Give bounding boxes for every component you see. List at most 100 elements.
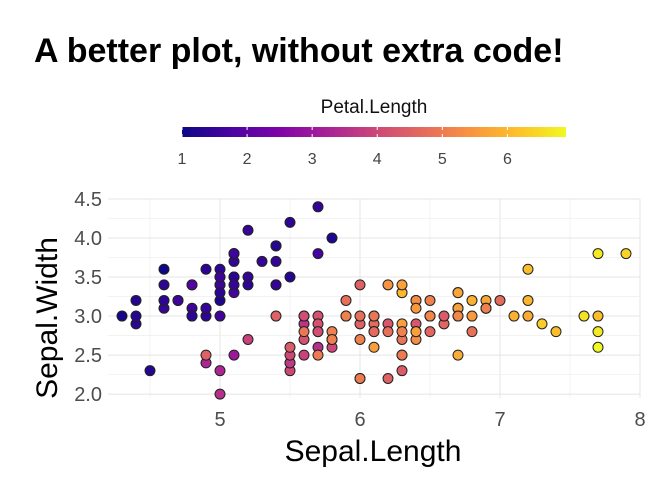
data-point	[466, 294, 478, 306]
data-point	[186, 279, 198, 291]
data-point	[200, 263, 212, 275]
data-point	[550, 326, 562, 338]
data-point	[214, 287, 226, 299]
data-point	[200, 349, 212, 361]
data-point	[522, 310, 534, 322]
data-point	[270, 279, 282, 291]
data-point	[158, 279, 170, 291]
chart-title: A better plot, without extra code!	[34, 32, 564, 70]
data-point	[424, 326, 436, 338]
data-point	[298, 326, 310, 338]
legend-title: Petal.Length	[321, 97, 428, 118]
legend-tick-label: 2	[243, 151, 252, 168]
data-point	[186, 310, 198, 322]
data-point	[312, 201, 324, 213]
data-point	[522, 263, 534, 275]
data-point	[536, 318, 548, 330]
colorbar-legend: Petal.Length 1 2 3 4 5 6	[178, 97, 566, 168]
data-point	[368, 326, 380, 338]
data-point	[410, 326, 422, 338]
data-point	[130, 310, 142, 322]
data-point	[298, 349, 310, 361]
data-point	[172, 294, 184, 306]
data-point	[200, 302, 212, 314]
data-point	[214, 365, 226, 377]
data-point	[312, 248, 324, 260]
data-point	[452, 349, 464, 361]
data-point	[396, 365, 408, 377]
data-point	[144, 365, 156, 377]
data-point	[592, 326, 604, 338]
y-tick-label: 4.5	[74, 189, 102, 211]
data-point	[466, 326, 478, 338]
data-point	[270, 310, 282, 322]
data-point	[116, 310, 128, 322]
data-point	[242, 224, 254, 236]
data-point	[592, 341, 604, 353]
data-point	[284, 271, 296, 283]
data-point	[396, 349, 408, 361]
data-point	[396, 279, 408, 291]
data-point	[354, 279, 366, 291]
y-tick-label: 4.0	[74, 228, 102, 250]
data-point	[424, 310, 436, 322]
data-point	[620, 248, 632, 260]
data-point	[354, 310, 366, 322]
data-point	[592, 248, 604, 260]
data-point	[354, 333, 366, 345]
legend-tick-label: 1	[178, 151, 187, 168]
data-point	[284, 216, 296, 228]
data-point	[340, 294, 352, 306]
data-point	[438, 310, 450, 322]
data-point	[270, 255, 282, 267]
x-tick-label: 7	[494, 409, 505, 431]
x-tick-label: 8	[634, 409, 645, 431]
data-point	[368, 341, 380, 353]
data-point	[578, 310, 590, 322]
data-point	[522, 294, 534, 306]
colorbar	[182, 127, 566, 137]
plot-grid	[108, 198, 641, 398]
y-axis-ticks: 2.0 2.5 3.0 3.5 4.0 4.5	[74, 189, 102, 406]
data-point	[494, 294, 506, 306]
data-point	[228, 349, 240, 361]
data-point	[284, 341, 296, 353]
data-point	[368, 310, 380, 322]
legend-tick-label: 3	[308, 151, 317, 168]
data-point	[382, 372, 394, 384]
data-point	[452, 287, 464, 299]
data-point	[242, 279, 254, 291]
y-tick-label: 2.5	[74, 345, 102, 367]
y-tick-label: 3.0	[74, 306, 102, 328]
x-axis-label: Sepal.Length	[285, 435, 462, 468]
data-point	[382, 326, 394, 338]
data-point	[158, 263, 170, 275]
x-tick-label: 5	[214, 409, 225, 431]
data-point	[326, 232, 338, 244]
data-point	[312, 349, 324, 361]
data-point	[480, 302, 492, 314]
y-tick-label: 2.0	[74, 384, 102, 406]
x-axis-ticks: 5 6 7 8	[214, 409, 645, 431]
data-point	[382, 279, 394, 291]
data-point	[508, 310, 520, 322]
data-point	[228, 248, 240, 260]
data-point	[228, 279, 240, 291]
data-point	[592, 310, 604, 322]
y-tick-label: 3.5	[74, 267, 102, 289]
data-point	[326, 333, 338, 345]
data-point	[256, 255, 268, 267]
data-point	[214, 310, 226, 322]
data-points	[116, 201, 632, 400]
data-point	[466, 310, 478, 322]
data-point	[130, 294, 142, 306]
data-point	[312, 326, 324, 338]
data-point	[214, 388, 226, 400]
data-point	[396, 326, 408, 338]
data-point	[214, 271, 226, 283]
y-axis-label: Sepal.Width	[31, 237, 64, 399]
legend-tick-label: 4	[373, 151, 382, 168]
data-point	[158, 294, 170, 306]
data-point	[424, 294, 436, 306]
